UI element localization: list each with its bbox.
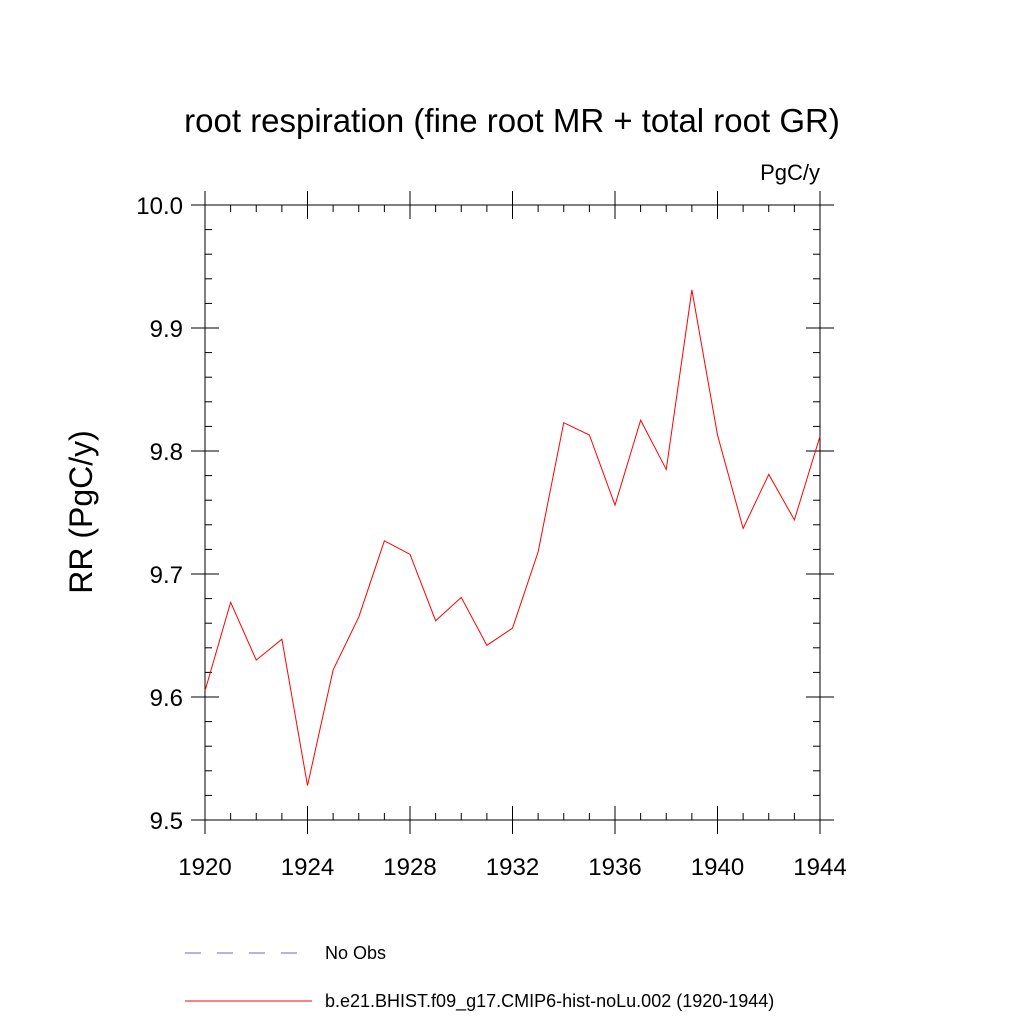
x-tick-label: 1920 xyxy=(178,854,231,881)
x-tick-label: 1924 xyxy=(281,854,334,881)
axis-ticks xyxy=(191,191,834,834)
x-tick-label: 1940 xyxy=(691,854,744,881)
x-tick-label: 1928 xyxy=(383,854,436,881)
y-tick-label: 9.6 xyxy=(150,685,183,712)
y-tick-labels: 9.5 9.6 9.7 9.8 9.9 10.0 xyxy=(136,193,183,835)
chart-title: root respiration (fine root MR + total r… xyxy=(184,102,840,139)
legend-label-no-obs: No Obs xyxy=(325,943,386,963)
x-tick-labels: 1920 1924 1928 1932 1936 1940 1944 xyxy=(178,854,846,881)
y-tick-label: 9.9 xyxy=(150,316,183,343)
y-axis-label: RR (PgC/y) xyxy=(63,430,99,594)
units-label: PgC/y xyxy=(760,160,820,185)
y-tick-label: 9.8 xyxy=(150,439,183,466)
y-tick-label: 9.7 xyxy=(150,562,183,589)
series-layer xyxy=(204,289,821,786)
x-tick-label: 1932 xyxy=(486,854,539,881)
y-tick-label: 9.5 xyxy=(150,808,183,835)
y-tick-label: 10.0 xyxy=(136,193,183,220)
series-line-1 xyxy=(204,289,821,786)
legend: No Obs b.e21.BHIST.f09_g17.CMIP6-hist-no… xyxy=(185,943,774,1012)
legend-label-model: b.e21.BHIST.f09_g17.CMIP6-hist-noLu.002 … xyxy=(325,991,774,1012)
x-tick-label: 1936 xyxy=(588,854,641,881)
x-tick-label: 1944 xyxy=(793,854,846,881)
